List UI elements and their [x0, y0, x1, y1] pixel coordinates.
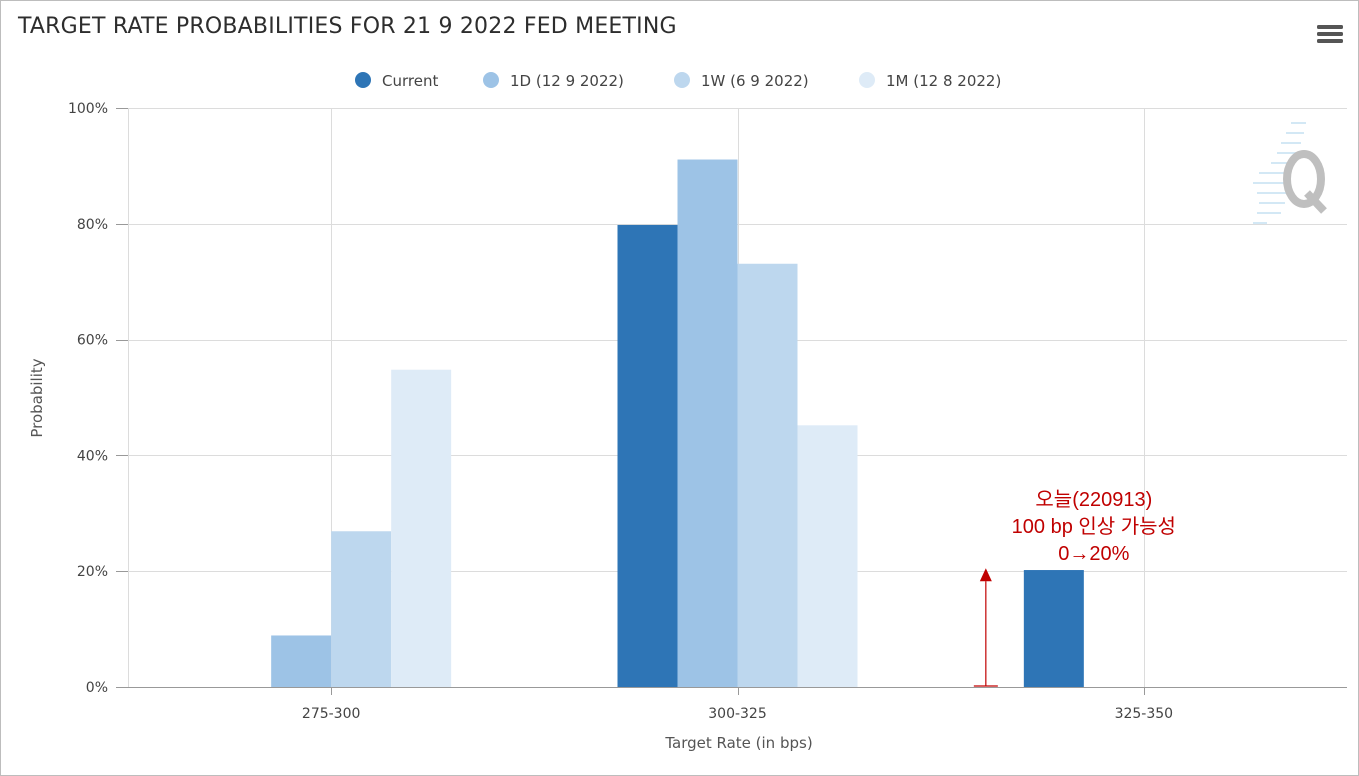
y-tick-label: 20%: [77, 564, 108, 580]
bar[interactable]: [1023, 570, 1084, 687]
bar[interactable]: [737, 263, 798, 687]
y-tick-label: 40%: [77, 448, 108, 464]
x-tick-label: 325-350: [1115, 706, 1174, 722]
y-tick-label: 100%: [68, 101, 108, 117]
legend-marker: [859, 72, 875, 88]
annotation-text: 0→20%: [1058, 543, 1129, 565]
annotation: 오늘(220913) 100 bp 인상 가능성 0→20%: [973, 488, 1176, 687]
legend: Current 1D (12 9 2022) 1W (6 9 2022) 1M (12…: [355, 72, 1001, 90]
legend-label: 1W (6 9 2022): [701, 72, 809, 90]
legend-label: Current: [382, 72, 438, 90]
bar[interactable]: [271, 635, 332, 687]
bars: [271, 159, 1084, 687]
bar[interactable]: [391, 369, 452, 687]
legend-item[interactable]: Current: [355, 72, 438, 90]
legend-item[interactable]: 1W (6 9 2022): [674, 72, 809, 90]
legend-marker: [483, 72, 499, 88]
legend-label: 1M (12 8 2022): [886, 72, 1001, 90]
y-tick-label: 80%: [77, 217, 108, 233]
y-tick-label: 0%: [86, 680, 108, 696]
bar[interactable]: [797, 425, 858, 687]
annotation-text: 오늘(220913): [1035, 488, 1152, 511]
annotation-arrow-head: [979, 568, 992, 582]
axes: 0% 20% 40% 60% 80% 100% 275-300 300-325 325-350: [68, 101, 1347, 722]
hamburger-menu-icon[interactable]: [1317, 25, 1343, 43]
legend-marker: [355, 72, 371, 88]
legend-label: 1D (12 9 2022): [510, 72, 624, 90]
legend-item[interactable]: 1D (12 9 2022): [483, 72, 624, 90]
x-axis-title: Target Rate (in bps): [664, 734, 812, 752]
x-tick-label: 300-325: [708, 706, 767, 722]
annotation-text: 100 bp 인상 가능성: [1012, 515, 1176, 538]
legend-marker: [674, 72, 690, 88]
chart-title: TARGET RATE PROBABILITIES FOR 21 9 2022 …: [17, 14, 677, 39]
bar[interactable]: [331, 531, 392, 687]
y-tick-label: 60%: [77, 333, 108, 349]
y-axis-title: Probability: [28, 358, 46, 437]
x-tick-label: 275-300: [302, 706, 361, 722]
bar[interactable]: [617, 224, 678, 687]
quikstrike-q-logo-icon: [1253, 122, 1327, 224]
bar[interactable]: [677, 159, 738, 687]
legend-item[interactable]: 1M (12 8 2022): [859, 72, 1001, 90]
